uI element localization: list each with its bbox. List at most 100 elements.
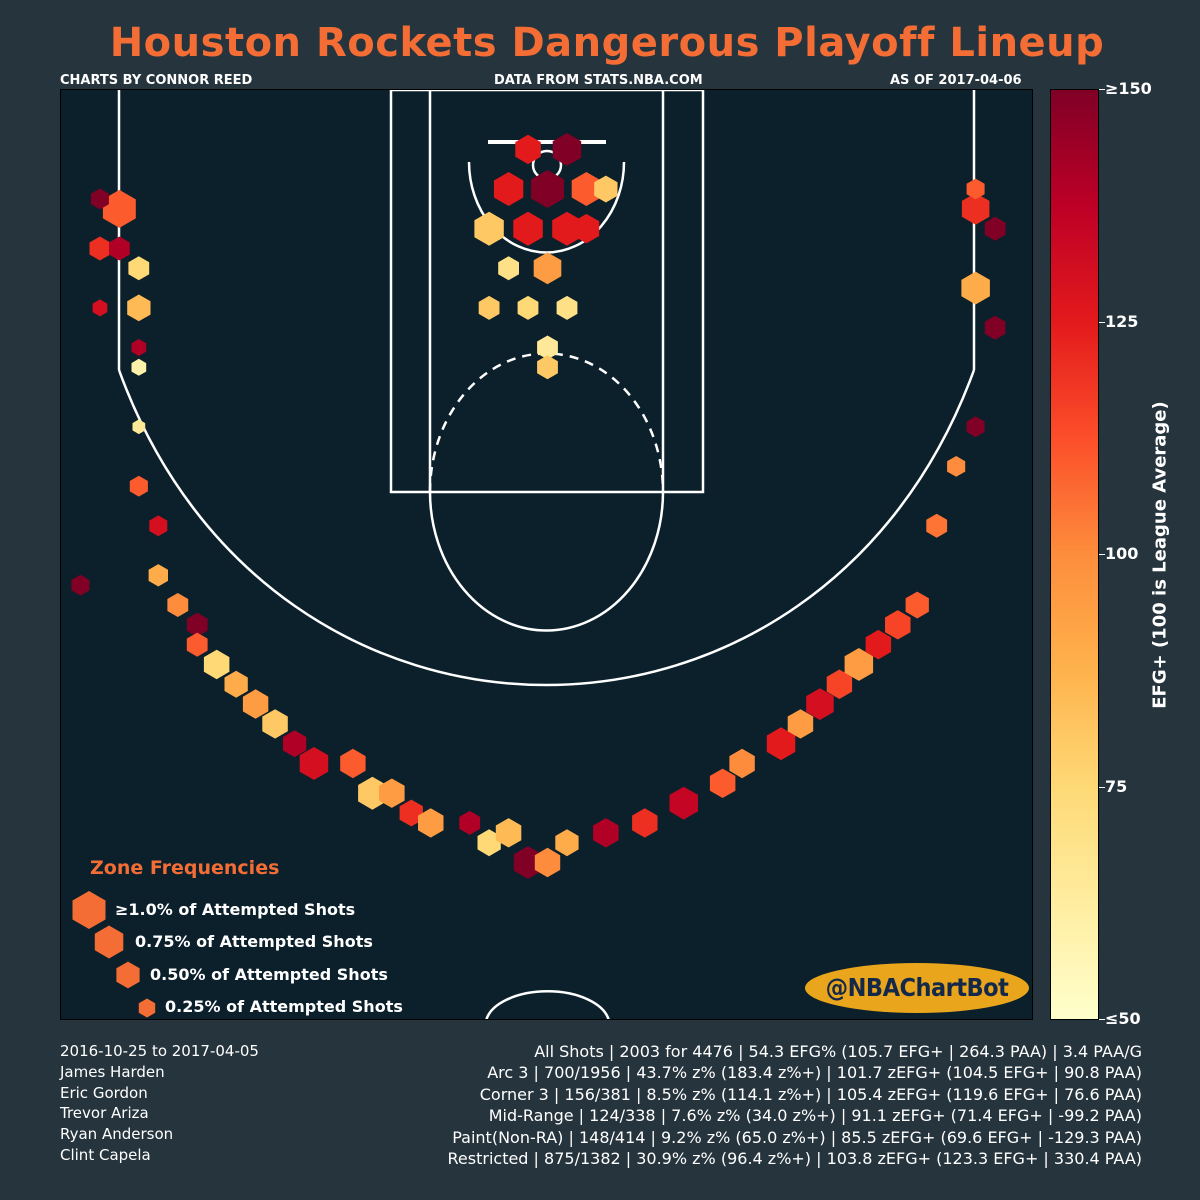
shot-hex — [186, 612, 208, 637]
shot-hex — [961, 271, 990, 305]
shot-hex — [806, 688, 834, 720]
shot-hex — [515, 134, 541, 165]
colorbar-tick-mark — [1099, 554, 1105, 555]
shot-hex — [632, 808, 658, 838]
shot-hex — [498, 256, 519, 281]
shot-hex — [495, 818, 522, 848]
shot-hex — [282, 730, 307, 758]
shot-hex — [459, 810, 481, 835]
colorbar-tick-50: ≤50 — [1105, 1009, 1141, 1028]
shot-hex — [513, 846, 543, 879]
shot-hex — [71, 574, 90, 596]
shot-hex — [186, 632, 208, 657]
colorbar-tick-mark — [1099, 322, 1105, 323]
shot-hex — [573, 213, 600, 244]
stat-restricted: Restricted | 875/1382 | 30.9% z% (96.4 z… — [447, 1149, 1142, 1169]
zone-stats: All Shots | 2003 for 4476 | 54.3 EFG% (1… — [448, 1041, 1142, 1169]
shot-hex — [517, 295, 539, 320]
stat-paint-non-ra: Paint(Non-RA) | 148/414 | 9.2% z% (65.0 … — [452, 1127, 1142, 1147]
shot-hex — [966, 178, 985, 200]
colorbar-tick-mark — [1099, 89, 1105, 90]
shot-hex — [552, 133, 582, 166]
shot-hex — [826, 669, 853, 699]
shot-hex — [571, 172, 602, 206]
shot-hex — [537, 335, 558, 360]
legend-hex — [116, 961, 140, 989]
paint-outer — [389, 90, 705, 494]
shot-hex — [709, 768, 736, 798]
shot-hex — [167, 593, 189, 617]
shot-hex — [379, 778, 405, 808]
legend-hexes — [72, 891, 156, 1018]
legend-hex — [94, 925, 124, 959]
colorbar-tick-mark — [1099, 1019, 1105, 1020]
shot-hex — [148, 564, 168, 587]
player-name: Ryan Anderson — [60, 1125, 174, 1144]
shot-hex — [537, 355, 558, 380]
legend-hex — [138, 998, 156, 1018]
player-name: Clint Capela — [60, 1145, 151, 1164]
three-point-arc — [117, 369, 976, 687]
restricted-area-arc — [467, 161, 626, 254]
data-source: DATA FROM STATS.NBA.COM — [494, 73, 703, 88]
shot-hex — [787, 709, 814, 739]
shot-hex — [766, 727, 796, 761]
shot-hex — [262, 709, 288, 739]
shot-hex — [513, 211, 543, 246]
legend-hex — [72, 891, 106, 929]
shot-hex — [729, 748, 755, 779]
shot-hex — [131, 339, 147, 356]
as-of-date: AS OF 2017-04-06 — [890, 73, 1022, 88]
stat-mid-range: Mid-Range | 124/338 | 7.6% z% (34.0 z%+)… — [488, 1106, 1142, 1126]
shot-hex — [865, 629, 892, 660]
player-name: Eric Gordon — [60, 1083, 148, 1102]
legend-label-025pct: 0.25% of Attempted Shots — [165, 997, 403, 1016]
shot-hex — [594, 175, 618, 203]
court-lines — [117, 90, 976, 1019]
shot-hex — [109, 236, 130, 261]
free-throw-circle-lower — [428, 491, 665, 632]
shot-hex — [555, 829, 579, 857]
shot-hex — [961, 193, 990, 225]
shot-hex — [593, 818, 619, 848]
shot-hex — [131, 358, 147, 376]
player-name: James Harden — [60, 1062, 165, 1081]
shot-hex — [534, 847, 561, 878]
court-plot-area: Zone Frequencies ≥1.0% of Attempted Shot… — [60, 89, 1033, 1020]
shot-hex — [885, 610, 911, 640]
colorbar — [1050, 89, 1099, 1020]
stat-arc-3: Arc 3 | 700/1956 | 43.7% z% (183.4 z%+) … — [487, 1063, 1142, 1083]
shot-hex — [531, 170, 564, 208]
colorbar-tick-mark — [1099, 787, 1105, 788]
center-circle — [485, 990, 610, 1019]
legend-label-050pct: 0.50% of Attempted Shots — [150, 965, 388, 984]
shot-hex — [89, 236, 111, 261]
colorbar-label: EFG+ (100 is League Average) — [1149, 401, 1171, 709]
shot-hex — [132, 419, 146, 435]
legend-title: Zone Frequencies — [90, 857, 280, 879]
shot-hex — [493, 172, 524, 206]
shot-hex — [90, 188, 109, 210]
shot-hex — [478, 295, 500, 320]
colorbar-tick-100: 100 — [1105, 544, 1139, 563]
shot-hex — [299, 747, 329, 780]
shot-hex — [399, 799, 423, 827]
legend-label-1pct: ≥1.0% of Attempted Shots — [115, 900, 356, 919]
shot-hex — [984, 216, 1006, 241]
shot-hex — [556, 295, 578, 320]
player-name: Trevor Ariza — [60, 1104, 149, 1123]
chart-title: Houston Rockets Dangerous Playoff Lineup — [109, 20, 1105, 66]
shot-hex — [926, 513, 948, 538]
shot-hex — [340, 748, 366, 779]
shot-hex — [224, 670, 248, 698]
shot-hex — [844, 648, 874, 681]
shot-hex — [203, 649, 230, 680]
shot-hex — [92, 299, 108, 317]
chart-credit: CHARTS BY CONNOR REED — [60, 73, 253, 88]
shot-hex — [552, 211, 582, 246]
shot-chart-svg — [71, 90, 1006, 1019]
colorbar-tick-125: 125 — [1105, 312, 1139, 331]
stat-corner-3: Corner 3 | 156/381 | 8.5% z% (114.1 z%+)… — [479, 1084, 1142, 1104]
legend-label-075pct: 0.75% of Attempted Shots — [135, 932, 373, 951]
shot-hex — [358, 776, 387, 810]
